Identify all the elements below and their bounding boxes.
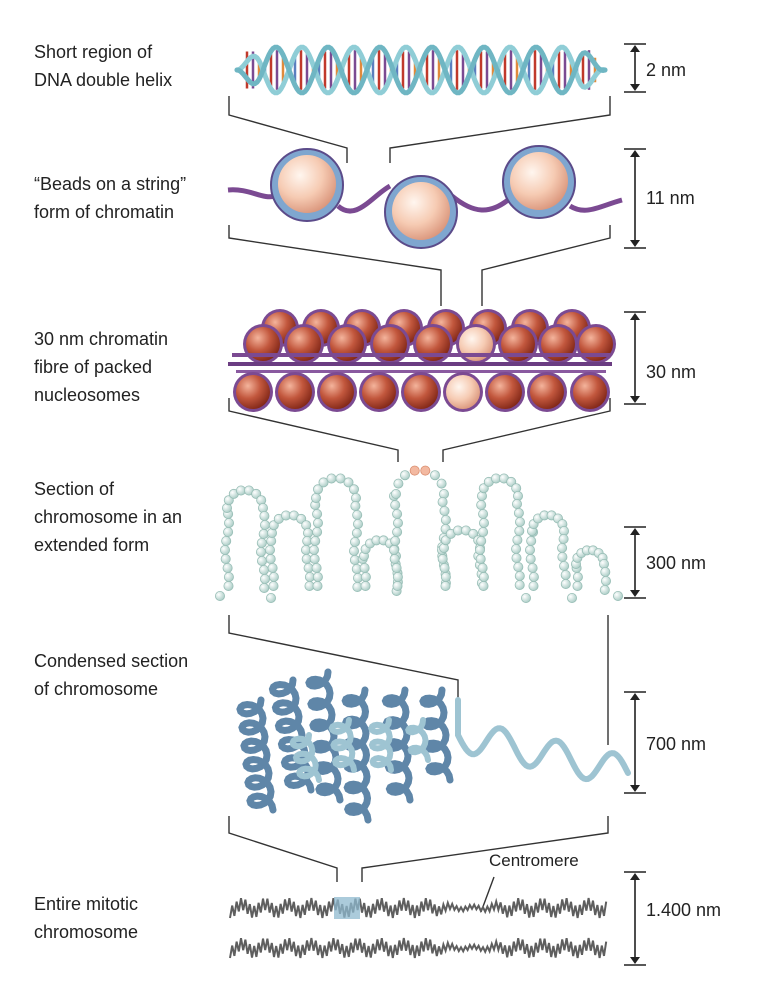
label-30nm-fibre: 30 nm chromatin fibre of packed nucleosome… [34,329,169,405]
size-label-1400nm: 1.400 nm [646,900,722,920]
fibre-dna-bands [228,353,612,373]
label-beads-on-string: “Beads on a string” form of chromatin [34,174,187,222]
nucleosome-3 [502,145,576,219]
scale-bar-2nm [624,43,646,93]
size-label-700nm: 700 nm [646,734,707,754]
centromere-label: Centromere [489,851,579,870]
condensed-section [236,668,631,824]
highlighted-section [334,897,360,919]
scale-bar-1400nm [624,871,646,966]
scale-bar-11nm [624,148,646,249]
scale-bar-700nm [624,691,646,794]
label-condensed-section: Condensed section of chromosome [34,651,189,699]
size-label-300nm: 300 nm [646,553,707,573]
label-extended-chromosome: Section of chromosome in an extended form [34,479,183,555]
chromatin-fibre-30nm [228,309,616,412]
label-dna-double-helix: Short region of DNA double helix [34,42,173,90]
scale-bar-300nm [624,526,646,599]
extended-chromosome [214,465,624,604]
dna-double-helix [234,44,608,96]
size-label-11nm: 11 nm [646,188,695,208]
size-label-2nm: 2 nm [646,60,687,80]
nucleosome-2 [384,175,458,249]
beads-on-string [227,145,623,249]
scale-bar-30nm [624,311,646,405]
scale-bars [624,43,646,966]
label-mitotic-chromosome: Entire mitotic chromosome [34,894,139,942]
nucleosome-1 [270,148,344,222]
mitotic-chromosome [229,897,608,959]
size-label-30nm: 30 nm [646,362,697,382]
